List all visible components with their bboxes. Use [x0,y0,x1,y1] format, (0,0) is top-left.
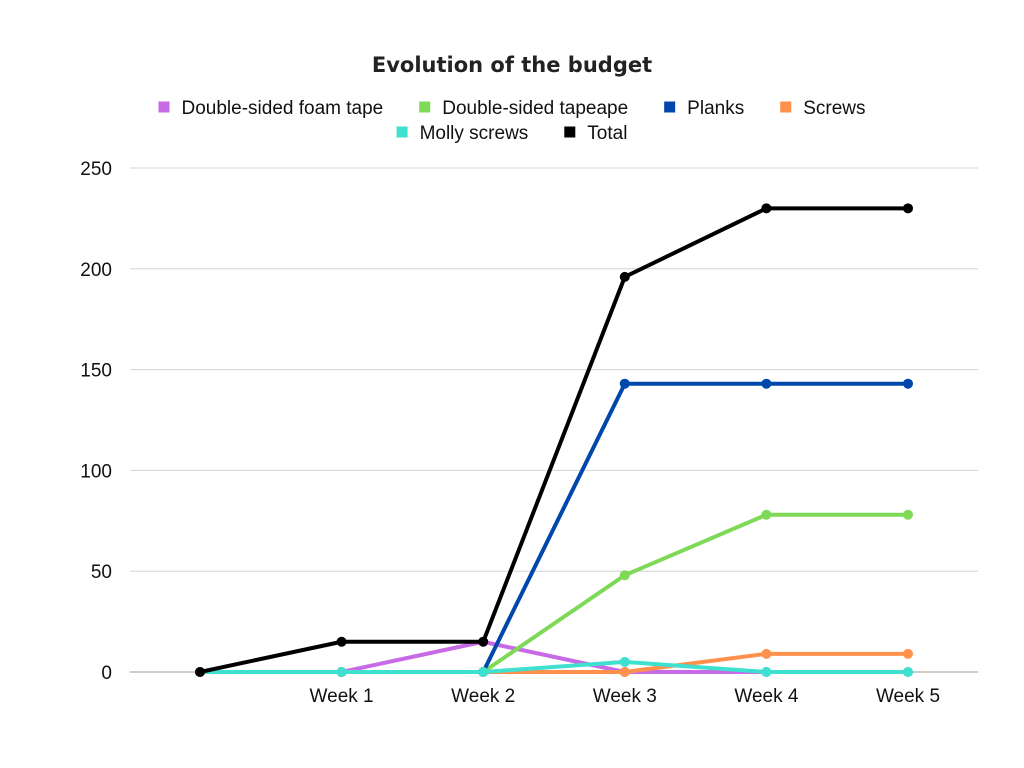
data-point [619,667,630,677]
data-point [619,656,630,667]
data-point [478,667,489,677]
legend-label: Double-sided foam tape [182,98,384,119]
series-2 [195,378,913,677]
data-point [761,509,772,520]
data-point [903,509,913,520]
legend: Double-sided foam tape Double-sided tapea… [158,98,866,144]
series-line [198,206,910,674]
y-tick-label: 150 [80,361,112,382]
y-tick-label: 0 [101,663,112,684]
legend-swatch [158,101,170,113]
data-point [336,636,347,647]
legend-label: Planks [687,98,744,119]
data-point [903,648,913,659]
data-point [195,667,205,677]
data-point [903,203,913,214]
legend-swatch [780,101,792,113]
data-point [903,667,913,677]
y-tick-label: 200 [80,260,112,281]
data-point [761,203,772,214]
series-line [198,659,910,674]
data-point [336,667,347,677]
legend-label: Double-sided tapeape [442,98,628,119]
series-line [198,381,910,674]
y-tick-label: 250 [80,159,112,180]
data-point [903,378,913,389]
x-tick-label: Week 1 [310,686,374,707]
y-axis-ticks: 0 50 100 150 200 250 [80,159,112,684]
data-point [619,271,630,282]
series-5 [195,203,913,677]
data-point [619,570,630,581]
data-point [478,636,489,647]
x-tick-label: Week 5 [876,686,940,707]
x-tick-label: Week 3 [593,686,657,707]
legend-label: Screws [803,98,865,119]
legend-swatch [664,101,676,113]
y-tick-label: 100 [80,461,112,482]
chart-title: Evolution of the budget [372,53,652,77]
x-tick-label: Week 2 [451,686,515,707]
legend-swatch [564,126,576,138]
gridlines [130,167,978,673]
x-tick-label: Week 4 [734,686,799,707]
legend-swatch [419,101,431,113]
data-point [761,667,772,677]
data-point [761,378,772,389]
data-point [619,378,630,389]
data-point [761,648,772,659]
legend-swatch [396,126,408,138]
x-axis-ticks: Week 1 Week 2 Week 3 Week 4 Week 5 [310,686,940,707]
legend-label: Total [587,123,627,144]
y-tick-label: 50 [91,562,112,583]
legend-label: Molly screws [420,123,529,144]
series-lines [195,203,913,677]
